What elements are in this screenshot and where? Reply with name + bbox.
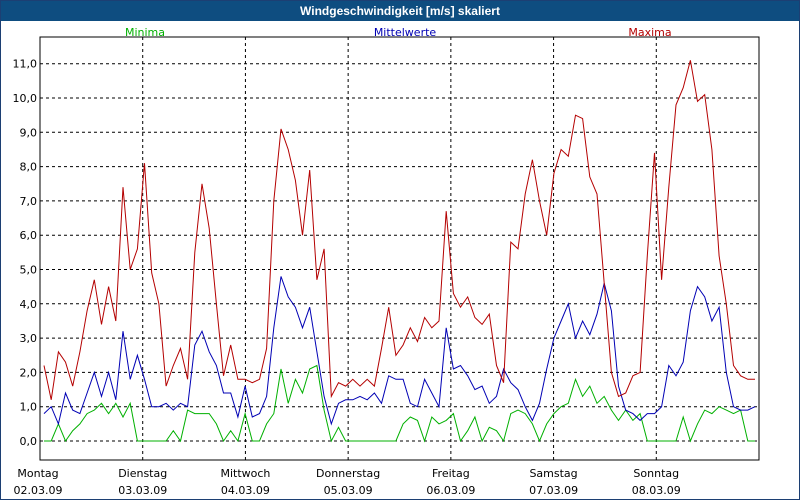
y-tick-label: 9,0 [20, 126, 38, 139]
window-title: Windgeschwindigkeit [m/s] skaliert [1, 1, 799, 21]
plot-area [39, 36, 760, 461]
legend-mittelwerte: Mittelwerte [374, 26, 437, 39]
y-tick-label: 3,0 [20, 332, 38, 345]
y-tick-label: 0,0 [20, 435, 38, 448]
y-tick-label: 10,0 [13, 92, 38, 105]
legend: Minima Mittelwerte Maxima [125, 26, 672, 39]
y-tick-label: 6,0 [20, 229, 38, 242]
y-tick-label: 11,0 [13, 58, 38, 71]
legend-minima: Minima [125, 26, 165, 39]
x-date-label: 04.03.09 [221, 484, 270, 497]
series-maxima-line [43, 60, 755, 400]
y-tick-label: 7,0 [20, 195, 38, 208]
y-tick-label: 8,0 [20, 161, 38, 174]
x-day-label: Dienstag [118, 467, 167, 480]
x-date-label: 05.03.09 [324, 484, 373, 497]
x-day-label: Sonntag [633, 467, 679, 480]
x-day-label: Freitag [432, 467, 470, 480]
x-date-label: 03.03.09 [118, 484, 167, 497]
x-date-label: 02.03.09 [14, 484, 63, 497]
y-tick-label: 4,0 [20, 298, 38, 311]
x-date-label: 08.03.09 [632, 484, 681, 497]
x-day-label: Montag [17, 467, 58, 480]
x-axis-labels: Montag 02.03.09 Dienstag 03.03.09 Mittwoch 04… [14, 467, 681, 497]
x-day-label: Samstag [529, 467, 577, 480]
legend-maxima: Maxima [628, 26, 671, 39]
y-tick-label: 1,0 [20, 401, 38, 414]
y-tick-label: 2,0 [20, 366, 38, 379]
grid-lines [40, 37, 759, 460]
y-axis-ticks: 0,0 1,0 2,0 3,0 4,0 5,0 6,0 7,0 8,0 9,0 10,0 11,0 [13, 58, 38, 448]
series-mittelwerte-line [43, 276, 756, 426]
series-lines [43, 60, 756, 443]
y-tick-label: 5,0 [20, 264, 38, 277]
x-date-label: 06.03.09 [426, 484, 475, 497]
x-day-label: Mittwoch [220, 467, 270, 480]
x-date-label: 07.03.09 [529, 484, 578, 497]
x-day-label: Donnerstag [316, 467, 380, 480]
